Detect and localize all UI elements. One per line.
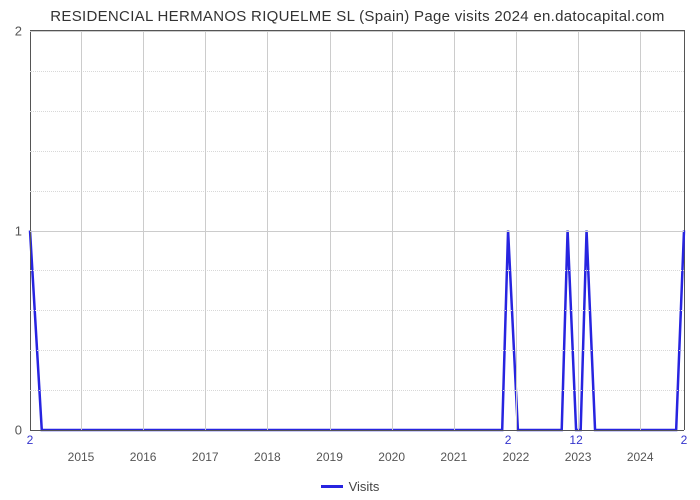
y-tick-label: 2 xyxy=(15,24,30,39)
gridline-h-minor xyxy=(30,191,684,192)
x-tick-label: 2019 xyxy=(316,430,343,464)
gridline-v xyxy=(143,31,144,430)
value-label: 12 xyxy=(569,430,582,447)
y-tick-label: 1 xyxy=(15,223,30,238)
gridline-v xyxy=(205,31,206,430)
gridline-v xyxy=(392,31,393,430)
gridline-v xyxy=(81,31,82,430)
gridline-h-minor xyxy=(30,310,684,311)
value-label: 2 xyxy=(27,430,34,447)
gridline-v xyxy=(516,31,517,430)
x-tick-label: 2018 xyxy=(254,430,281,464)
x-tick-label: 2016 xyxy=(130,430,157,464)
gridline-h-minor xyxy=(30,151,684,152)
gridline-h-minor xyxy=(30,390,684,391)
gridline-h-minor xyxy=(30,71,684,72)
gridline-v xyxy=(578,31,579,430)
gridline-h xyxy=(30,31,684,32)
gridline-v xyxy=(267,31,268,430)
chart-title: RESIDENCIAL HERMANOS RIQUELME SL (Spain)… xyxy=(30,8,685,25)
x-tick-label: 2015 xyxy=(68,430,95,464)
x-tick-label: 2017 xyxy=(192,430,219,464)
legend-swatch xyxy=(321,485,343,488)
gridline-h-minor xyxy=(30,270,684,271)
gridline-h-minor xyxy=(30,111,684,112)
plot-area: 0122015201620172018201920202021202220232… xyxy=(30,30,685,430)
value-label: 2 xyxy=(505,430,512,447)
gridline-h-minor xyxy=(30,350,684,351)
x-tick-label: 2021 xyxy=(440,430,467,464)
gridline-h xyxy=(30,231,684,232)
value-label: 2 xyxy=(681,430,688,447)
legend: Visits xyxy=(0,478,700,494)
gridline-v xyxy=(330,31,331,430)
x-tick-label: 2024 xyxy=(627,430,654,464)
legend-label: Visits xyxy=(349,479,380,494)
x-tick-label: 2020 xyxy=(378,430,405,464)
chart-container: RESIDENCIAL HERMANOS RIQUELME SL (Spain)… xyxy=(30,8,685,445)
gridline-v xyxy=(640,31,641,430)
gridline-v xyxy=(454,31,455,430)
